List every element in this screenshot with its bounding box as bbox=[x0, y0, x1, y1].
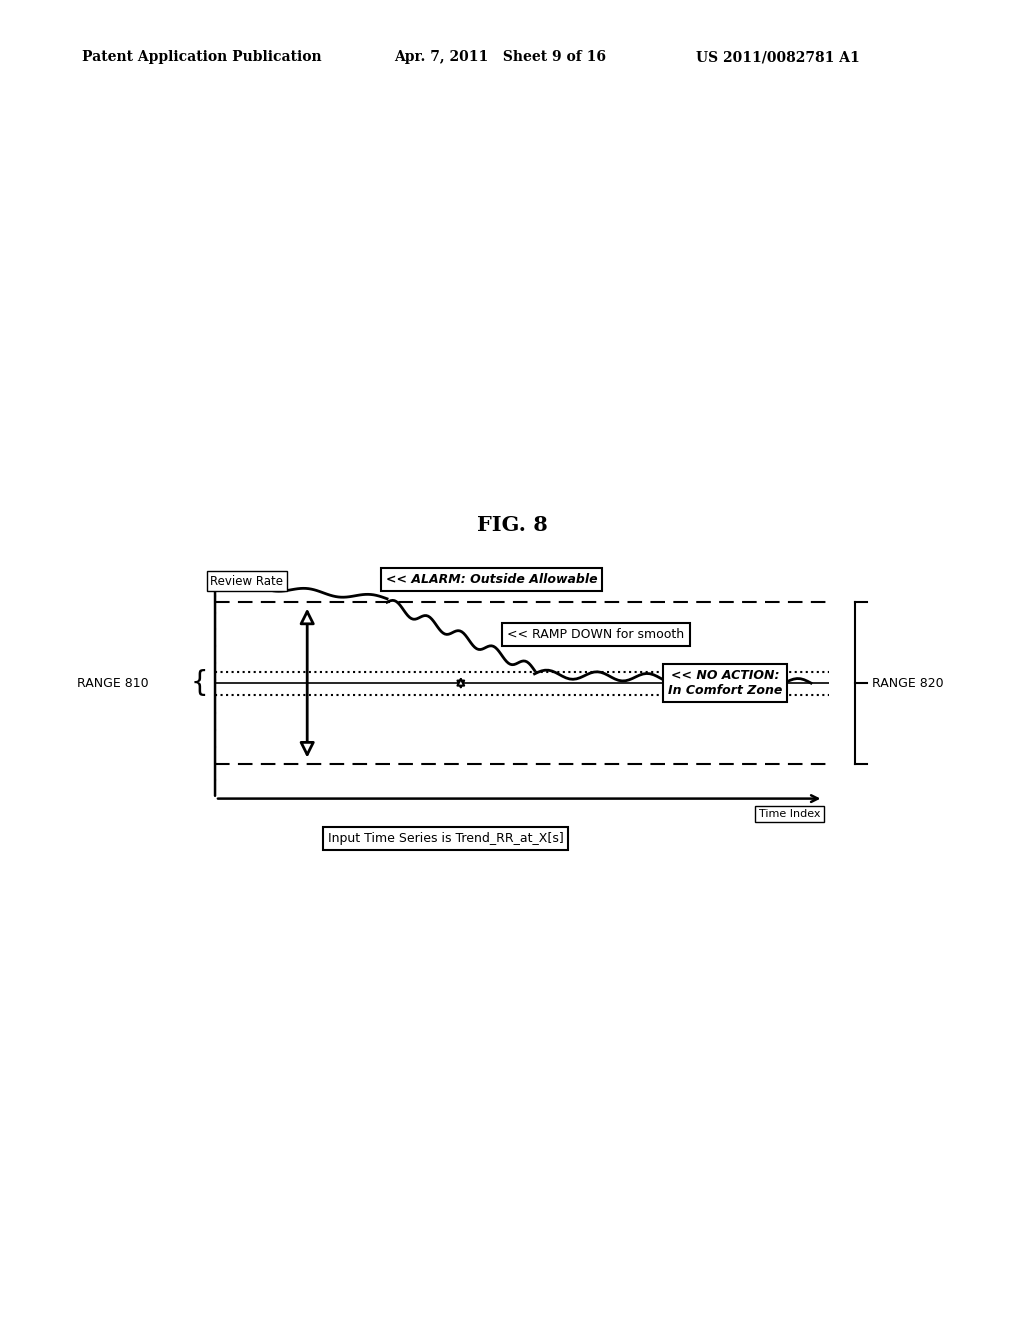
Text: Input Time Series is Trend_RR_at_X[s]: Input Time Series is Trend_RR_at_X[s] bbox=[328, 832, 563, 845]
Text: Time Index: Time Index bbox=[759, 809, 820, 818]
Text: Patent Application Publication: Patent Application Publication bbox=[82, 50, 322, 65]
Text: RANGE 820: RANGE 820 bbox=[872, 677, 944, 689]
Text: {: { bbox=[190, 669, 209, 697]
Text: Apr. 7, 2011   Sheet 9 of 16: Apr. 7, 2011 Sheet 9 of 16 bbox=[394, 50, 606, 65]
Text: RANGE 810: RANGE 810 bbox=[77, 677, 148, 689]
Text: << ALARM: Outside Allowable: << ALARM: Outside Allowable bbox=[386, 573, 597, 586]
Text: FIG. 8: FIG. 8 bbox=[476, 515, 548, 535]
Text: US 2011/0082781 A1: US 2011/0082781 A1 bbox=[696, 50, 860, 65]
Text: Review Rate: Review Rate bbox=[210, 574, 283, 587]
Text: << NO ACTION:
In Comfort Zone: << NO ACTION: In Comfort Zone bbox=[668, 669, 782, 697]
Text: << RAMP DOWN for smooth: << RAMP DOWN for smooth bbox=[508, 628, 684, 642]
